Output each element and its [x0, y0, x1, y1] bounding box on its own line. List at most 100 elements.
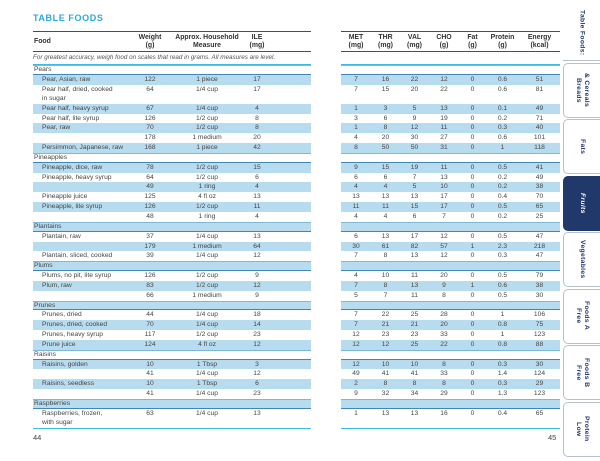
- table-row: 49 41 41 33 0 1.4 124: [341, 369, 560, 380]
- page-title: TABLE FOODS: [33, 13, 104, 23]
- protein-value: 0.5: [497, 232, 508, 240]
- ile-value: 4: [255, 104, 259, 112]
- table-row: 66 1 medium 9: [33, 290, 311, 301]
- protein-value: 0.3: [497, 252, 508, 260]
- table-row: Plantain, raw 37 1/4 cup 13: [33, 231, 311, 242]
- cho-value: 12: [440, 75, 448, 83]
- category-label: Pineapples: [34, 153, 68, 161]
- met-value: 9: [354, 163, 358, 171]
- protein-value: 0.8: [497, 340, 508, 348]
- measure-value: 1/2 cup: [196, 272, 218, 280]
- table-row: 7 21 21 20 0 0.8 75: [341, 320, 560, 331]
- weight-value: 126: [144, 203, 156, 211]
- val-value: 7: [412, 173, 417, 181]
- met-value: 4: [354, 183, 358, 191]
- category-row: [341, 152, 560, 163]
- met-value: 13: [352, 193, 360, 201]
- energy-value: 75: [535, 321, 544, 329]
- weight-value: 44: [146, 311, 154, 319]
- category-label: Raspberries: [34, 400, 71, 407]
- protein-value: 0.3: [497, 124, 508, 132]
- food-name: Raisins, seedless: [42, 380, 95, 388]
- ile-value: 6: [255, 173, 259, 181]
- food-name: Plantain, raw: [42, 232, 81, 240]
- tab-low-protein: Low Protein: [563, 401, 600, 457]
- page-number-right: 45: [548, 433, 557, 442]
- cho-value: 17: [440, 193, 448, 201]
- fat-value: 0: [470, 144, 475, 152]
- fat-value: 0: [470, 124, 475, 132]
- column-header: Approx. Household Measure: [175, 33, 239, 49]
- cho-value: 17: [440, 203, 448, 211]
- table-row: 12 23 23 33 0 1 123: [341, 330, 560, 340]
- measure-value: 4 fl oz: [198, 193, 216, 201]
- table-row: 4 20 30 27 0 0.6 101: [341, 133, 560, 144]
- fat-value: 0: [470, 232, 475, 240]
- cho-value: 9: [442, 281, 446, 289]
- val-value: 12: [410, 124, 419, 132]
- tab-vegetables: Vegetables: [563, 232, 600, 287]
- category-row: Pears: [33, 65, 311, 75]
- category-row: [341, 399, 560, 409]
- food-name: Raspberries, frozen, with sugar: [42, 409, 103, 426]
- thr-value: 13: [381, 232, 390, 240]
- met-value: 2: [354, 380, 358, 388]
- fat-value: 0: [470, 134, 475, 142]
- food-name: [33, 389, 129, 399]
- table-row: 48 1 ring 4: [33, 211, 311, 222]
- thr-value: 8: [383, 124, 388, 132]
- val-value: 25: [410, 340, 419, 348]
- val-value: 6: [412, 212, 417, 220]
- measure-value: 1 medium: [192, 242, 222, 250]
- weight-value: 124: [144, 340, 156, 348]
- table-row: 11 11 15 17 0 0.5 65: [341, 202, 560, 212]
- table-row: Pineapple juice 125 4 fl oz 13: [33, 192, 311, 203]
- met-value: 4: [354, 212, 358, 220]
- weight-value: 78: [146, 163, 154, 171]
- val-value: 20: [410, 85, 419, 93]
- met-value: 8: [354, 144, 358, 152]
- fat-value: 0: [470, 291, 475, 299]
- thr-value: 22: [381, 311, 390, 319]
- protein-value: 0.3: [497, 380, 508, 388]
- val-value: 34: [410, 390, 419, 398]
- measure-value: 1 ring: [198, 183, 216, 191]
- thr-value: 6: [383, 114, 388, 122]
- ile-value: 8: [255, 114, 259, 122]
- val-value: 41: [410, 370, 419, 378]
- met-value: 1: [354, 409, 358, 417]
- fat-value: 0: [470, 380, 475, 388]
- weight-value: 10: [146, 380, 154, 388]
- column-header: MET (mg): [348, 33, 364, 49]
- cho-value: 20: [440, 321, 448, 329]
- ile-value: 9: [255, 272, 259, 280]
- val-value: 22: [410, 75, 419, 83]
- table-row: Pineapple, heavy syrup 64 1/2 cup 6: [33, 172, 311, 183]
- category-label: Plantains: [34, 222, 62, 230]
- food-name: Plantain, sliced, cooked: [42, 252, 113, 260]
- ile-value: 6: [255, 380, 259, 388]
- cho-value: 7: [442, 212, 446, 220]
- fat-value: 0: [470, 272, 475, 280]
- category-row: [341, 300, 560, 311]
- thr-value: 15: [381, 85, 390, 93]
- protein-value: 0.2: [497, 114, 508, 122]
- energy-value: 41: [535, 163, 544, 171]
- weight-value: 168: [144, 144, 156, 152]
- table-row: 12 10 10 8 0 0.3 30: [341, 359, 560, 370]
- thr-value: 23: [381, 331, 390, 339]
- table-row: 3 6 9 19 0 0.2 71: [341, 113, 560, 124]
- table-row: Plum, raw 83 1/2 cup 12: [33, 280, 311, 291]
- right-table: MET (mg) THR (mg) VAL (mg) CHO (g) Fat (g) Pr…: [341, 31, 560, 429]
- energy-value: 71: [535, 114, 544, 122]
- table-row: Pear, raw 70 1/2 cup 8: [33, 123, 311, 134]
- val-value: 50: [410, 144, 419, 152]
- table-row: Prunes, dried, cooked 70 1/4 cup 14: [33, 320, 311, 331]
- met-value: 4: [354, 134, 358, 142]
- protein-value: 1: [500, 311, 505, 319]
- food-name: Pineapple, heavy syrup: [42, 173, 112, 181]
- met-value: 12: [352, 360, 360, 368]
- measure-value: 1/2 cup: [196, 173, 218, 181]
- energy-value: 101: [533, 134, 546, 142]
- val-value: 10: [410, 360, 419, 368]
